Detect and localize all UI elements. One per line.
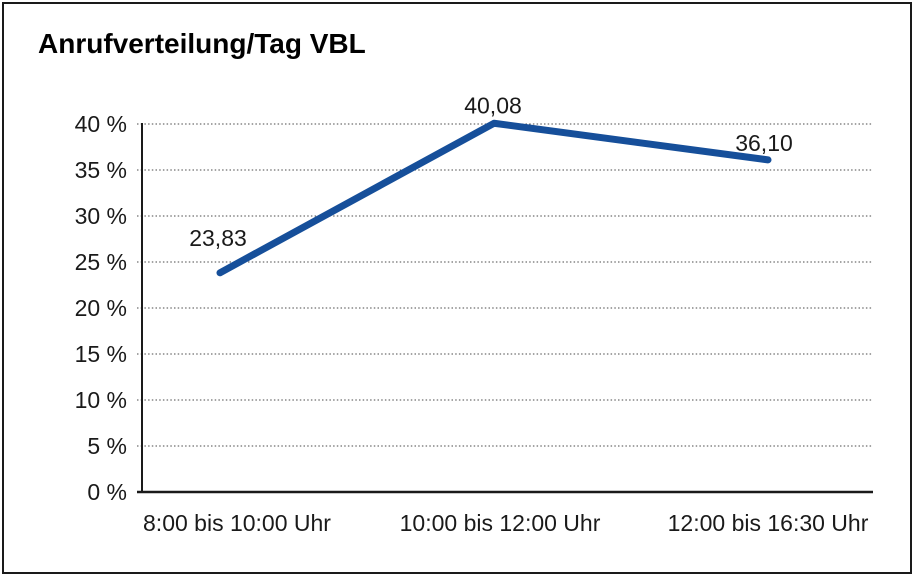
y-axis-tick-label: 25 % — [75, 249, 127, 275]
y-axis-tick-label: 15 % — [75, 341, 127, 367]
x-axis-category-label: 10:00 bis 12:00 Uhr — [400, 510, 601, 536]
y-axis-tick-label: 40 % — [75, 111, 127, 137]
x-axis-category-label: 12:00 bis 16:30 Uhr — [668, 510, 869, 536]
data-series-line — [216, 119, 772, 277]
x-axis-category-label: 8:00 bis 10:00 Uhr — [143, 510, 331, 536]
y-axis-tick-label: 30 % — [75, 203, 127, 229]
data-point-label: 23,83 — [189, 225, 247, 251]
data-point-label: 40,08 — [464, 92, 522, 118]
y-axis-tick-label: 10 % — [75, 387, 127, 413]
data-point-label: 36,10 — [735, 130, 793, 156]
y-axis-tick-label: 20 % — [75, 295, 127, 321]
y-axis-tick-label: 0 % — [87, 479, 127, 505]
y-axis-tick-label: 5 % — [87, 433, 127, 459]
y-axis-tick-label: 35 % — [75, 157, 127, 183]
chart-title: Anrufverteilung/Tag VBL — [38, 28, 366, 59]
